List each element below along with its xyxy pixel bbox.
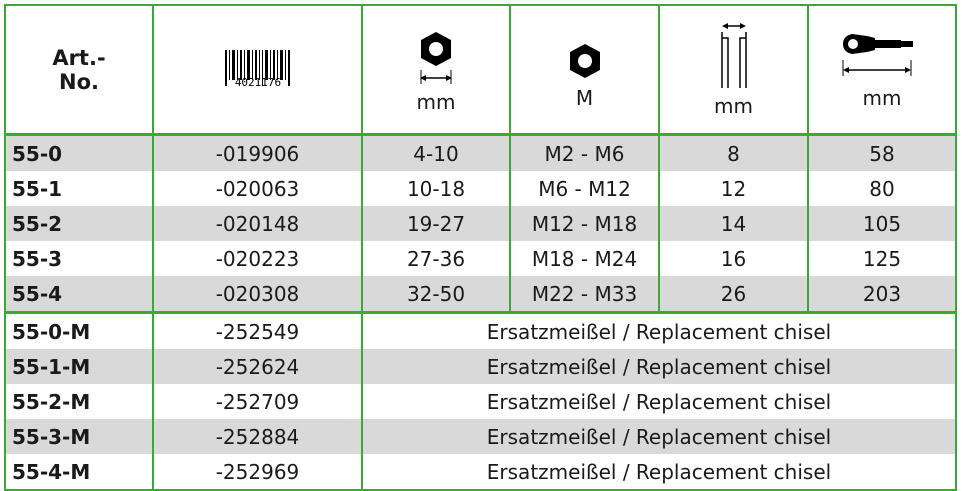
- product-table: Art.- No. 4021176 mm M mm mm 55-0 -019906 4…: [4, 4, 957, 491]
- table-cell: Ersatzmeißel / Replacement chisel: [361, 419, 957, 454]
- nut-width-icon: [420, 32, 452, 84]
- barcode-text: 4021176: [234, 76, 280, 89]
- table-cell: 105: [807, 206, 957, 241]
- table-cell: -252709: [152, 384, 363, 419]
- table-cell: 80: [807, 171, 957, 206]
- splitter-icon: [842, 34, 913, 76]
- table-cell: 19-27: [361, 206, 511, 241]
- table-cell: 10-18: [361, 171, 511, 206]
- table-cell: Ersatzmeißel / Replacement chisel: [361, 312, 957, 349]
- table-cell: -252884: [152, 419, 363, 454]
- table-cell: -252624: [152, 349, 363, 384]
- table-cell: 27-36: [361, 241, 511, 276]
- table-cell: 58: [807, 134, 957, 171]
- table-row: 55-4 -020308 32-50 M22 - M33 26 203: [4, 276, 957, 314]
- article-number: 55-1-M: [4, 349, 154, 384]
- table-cell: M22 - M33: [509, 276, 660, 314]
- table-cell: 12: [658, 171, 809, 206]
- table-row: 55-1 -020063 10-18 M6 - M12 12 80: [4, 171, 957, 206]
- table-row: 55-3 -020223 27-36 M18 - M24 16 125: [4, 241, 957, 276]
- table-cell: Ersatzmeißel / Replacement chisel: [361, 384, 957, 419]
- table-row: 55-1-M -252624 Ersatzmeißel / Replacement …: [4, 349, 957, 384]
- header-cell: mm: [658, 5, 809, 136]
- table-cell: 125: [807, 241, 957, 276]
- table-cell: -019906: [152, 134, 363, 171]
- table-cell: -252549: [152, 312, 363, 349]
- table-cell: M6 - M12: [509, 171, 660, 206]
- header-cell: M: [509, 5, 660, 136]
- article-number: 55-0: [4, 134, 154, 171]
- header-row: Art.- No. 4021176 mm M mm mm: [4, 5, 957, 136]
- table-cell: M12 - M18: [509, 206, 660, 241]
- header-cell: mm: [807, 5, 957, 136]
- table-row: 55-4-M -252969 Ersatzmeißel / Replacement …: [4, 454, 957, 490]
- article-number: 55-0-M: [4, 312, 154, 349]
- nut-icon: [569, 44, 600, 78]
- table-cell: 203: [807, 276, 957, 314]
- table-cell: 32-50: [361, 276, 511, 314]
- barcode-icon: 4021176: [224, 50, 290, 89]
- table-row: 55-3-M -252884 Ersatzmeißel / Replacement …: [4, 419, 957, 454]
- unit-label: mm: [862, 86, 902, 110]
- table-cell: M18 - M24: [509, 241, 660, 276]
- table-row: 55-0-M -252549 Ersatzmeißel / Replacement …: [4, 312, 957, 349]
- table-cell: 14: [658, 206, 809, 241]
- header-cell: 4021176: [152, 5, 363, 136]
- table-cell: M2 - M6: [509, 134, 660, 171]
- table-cell: -020063: [152, 171, 363, 206]
- header-text: Art.-: [52, 46, 106, 70]
- article-number: 55-1: [4, 171, 154, 206]
- table-cell: Ersatzmeißel / Replacement chisel: [361, 349, 957, 384]
- article-number: 55-2-M: [4, 384, 154, 419]
- table-cell: Ersatzmeißel / Replacement chisel: [361, 454, 957, 490]
- table-cell: 16: [658, 241, 809, 276]
- article-number: 55-3-M: [4, 419, 154, 454]
- table-row: 55-0 -019906 4-10 M2 - M6 8 58: [4, 134, 957, 171]
- table-row: 55-2-M -252709 Ersatzmeißel / Replacement …: [4, 384, 957, 419]
- unit-label: mm: [416, 90, 456, 114]
- header-cell: Art.- No.: [4, 5, 154, 136]
- article-number: 55-2: [4, 206, 154, 241]
- table-cell: -020308: [152, 276, 363, 314]
- header-cell: mm: [361, 5, 511, 136]
- article-number: 55-3: [4, 241, 154, 276]
- article-number: 55-4-M: [4, 454, 154, 490]
- table-cell: -020223: [152, 241, 363, 276]
- header-text: No.: [59, 70, 99, 94]
- table-cell: -252969: [152, 454, 363, 490]
- article-number: 55-4: [4, 276, 154, 314]
- unit-label: M: [575, 86, 594, 110]
- table-row: 55-2 -020148 19-27 M12 - M18 14 105: [4, 206, 957, 241]
- table-cell: 26: [658, 276, 809, 314]
- table-cell: 4-10: [361, 134, 511, 171]
- unit-label: mm: [714, 94, 753, 118]
- table-cell: 8: [658, 134, 809, 171]
- chisel-icon: [720, 23, 747, 88]
- table-cell: -020148: [152, 206, 363, 241]
